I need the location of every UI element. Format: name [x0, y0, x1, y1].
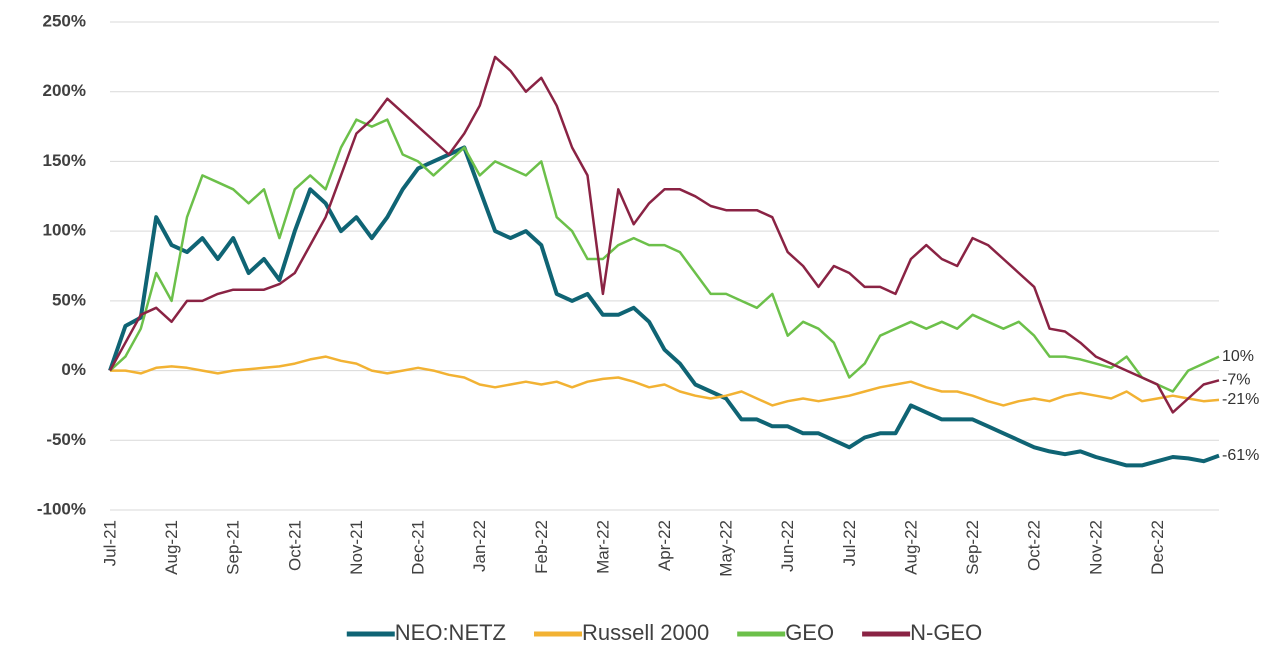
series-line: [109, 118, 1220, 393]
series-line: [108, 145, 1220, 468]
y-tick-label: 50%: [52, 290, 86, 309]
y-tick-label: 150%: [43, 151, 86, 170]
end-label: -7%: [1222, 372, 1250, 389]
end-label: 10%: [1222, 348, 1254, 365]
series-line: [108, 55, 1220, 414]
x-tick-label: Oct-22: [1025, 520, 1044, 571]
legend-label: Russell 2000: [582, 620, 709, 645]
series-line: [110, 355, 1220, 407]
y-tick-label: 250%: [43, 11, 86, 30]
x-tick-label: Nov-22: [1086, 520, 1105, 575]
y-tick-label: 0%: [61, 360, 86, 379]
x-tick-label: Sep-22: [963, 520, 982, 575]
y-tick-label: -100%: [37, 499, 86, 518]
y-tick-label: 200%: [43, 81, 86, 100]
x-tick-label: Sep-21: [224, 520, 243, 575]
end-label: -61%: [1222, 447, 1259, 464]
x-tick-label: Dec-22: [1148, 520, 1167, 575]
x-tick-label: Jun-22: [778, 520, 797, 572]
legend-label: GEO: [785, 620, 834, 645]
x-tick-label: Mar-22: [593, 520, 612, 574]
x-tick-label: Jul-22: [840, 520, 859, 566]
x-tick-label: Aug-22: [901, 520, 920, 575]
end-label: -21%: [1222, 391, 1259, 408]
legend: NEO:NETZ Russell 2000 GEO N-GEO: [346, 620, 982, 645]
x-tick-label: Oct-21: [285, 520, 304, 571]
y-tick-label: -50%: [46, 430, 86, 449]
x-tick-label: Jul-21: [100, 520, 119, 566]
legend-label: N-GEO: [910, 620, 982, 645]
x-tick-label: Apr-22: [655, 520, 674, 571]
x-tick-label: Feb-22: [532, 520, 551, 574]
x-tick-label: Dec-21: [409, 520, 428, 575]
x-tick-label: May-22: [717, 520, 736, 577]
legend-label: NEO:NETZ: [395, 620, 506, 645]
x-tick-label: Aug-21: [162, 520, 181, 575]
x-tick-label: Nov-21: [347, 520, 366, 575]
x-tick-label: Jan-22: [470, 520, 489, 572]
y-tick-label: 100%: [43, 221, 86, 240]
